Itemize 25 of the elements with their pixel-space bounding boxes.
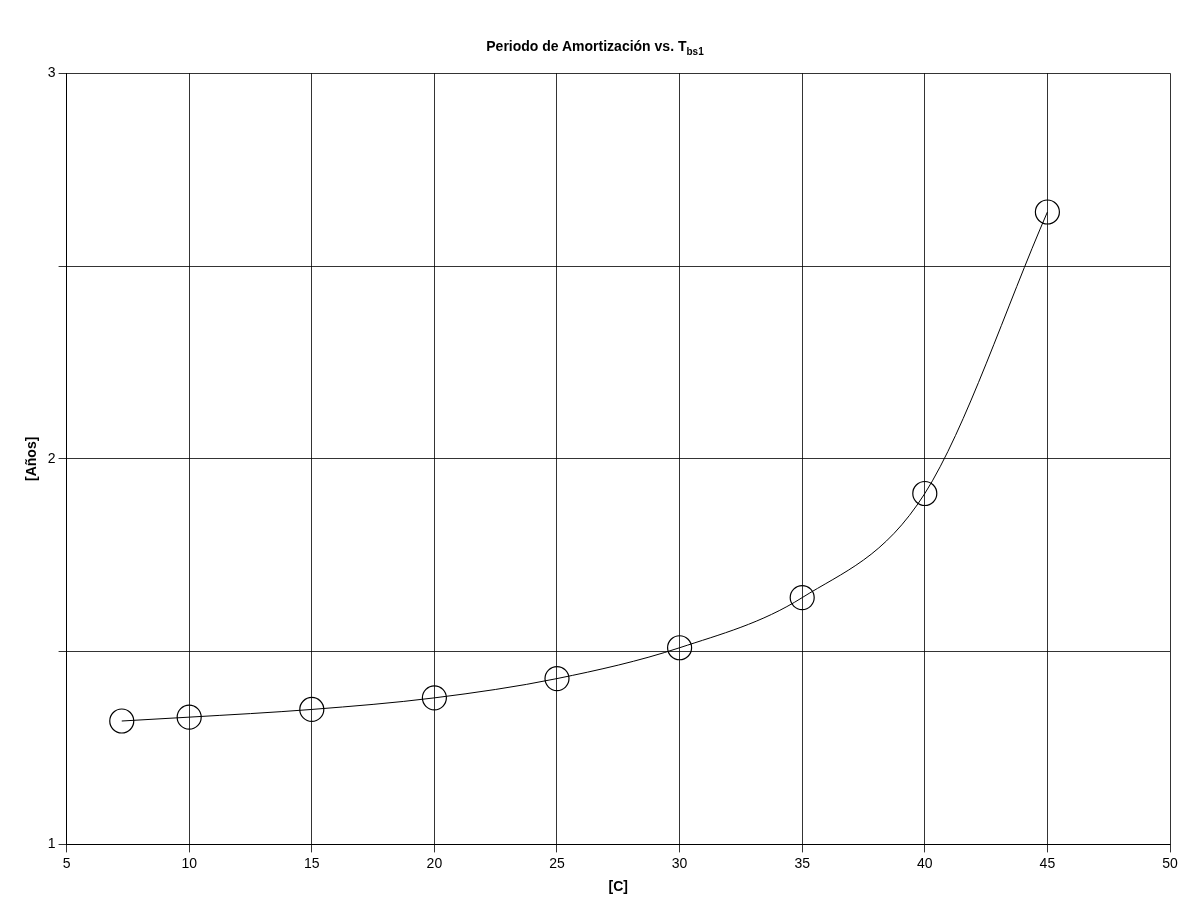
x-tick-label: 20 — [426, 854, 443, 871]
x-tick-label: 45 — [1039, 854, 1056, 871]
y-tick-label: 3 — [47, 64, 56, 81]
x-tick-label: 50 — [1162, 854, 1178, 871]
x-tick-label: 40 — [917, 854, 933, 871]
point — [666, 635, 693, 661]
x-tick-label: 5 — [62, 854, 71, 871]
point — [544, 665, 570, 692]
point — [789, 585, 815, 611]
y-tick-label: 1 — [47, 835, 56, 852]
point — [1034, 199, 1060, 225]
point — [299, 696, 325, 723]
x-tick-label: 15 — [304, 854, 320, 871]
y-tick-label: 2 — [47, 449, 56, 466]
point — [176, 704, 202, 730]
x-tick-label: 35 — [794, 854, 811, 871]
chart-title: Periodo de Amortización vs. T$_{bs1}$ — [485, 37, 705, 59]
point — [912, 480, 938, 507]
point — [421, 685, 447, 711]
x-tick-label: 10 — [181, 854, 198, 871]
y-axis-title: [Años] — [23, 436, 40, 481]
x-tick-label: 25 — [549, 854, 565, 871]
point — [109, 708, 135, 734]
x-axis-title: [C] — [608, 878, 629, 895]
x-tick-label: 30 — [671, 854, 688, 871]
